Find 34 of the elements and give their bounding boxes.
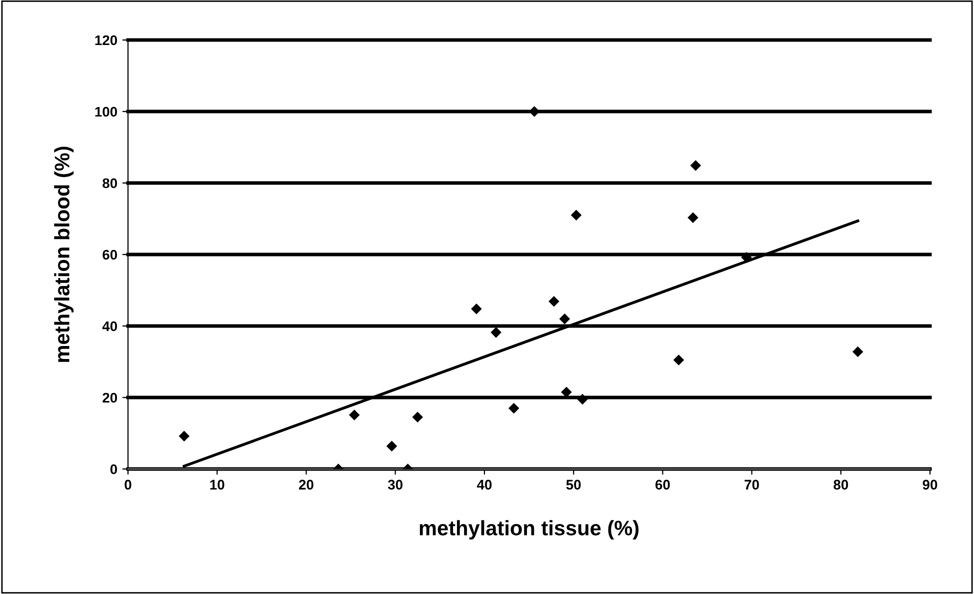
x-tick-label: 10 [210,480,224,490]
x-tick-label: 0 [124,480,132,490]
y-tick-label: 80 [102,178,118,188]
point [386,440,398,452]
y-tick-label: 120 [95,35,118,46]
point [471,303,482,314]
x-tick-label: 50 [566,480,581,490]
point [852,346,864,358]
point [508,402,520,414]
x-tick-label: 40 [476,480,492,490]
x-tick-label: 60 [655,480,670,490]
x-tick-label: 20 [298,480,314,490]
y-tick-label: 60 [102,250,118,260]
y-tick-label: 100 [95,106,118,117]
point [559,313,570,324]
x-axis-title: methylation tissue (%) [420,520,639,540]
point [673,354,684,366]
y-tick-label: 40 [102,321,118,332]
y-tick-label: 0 [110,464,118,474]
x-tick-label: 70 [744,480,759,490]
point [348,410,360,420]
x-tick-label: 30 [388,480,402,490]
point [688,212,698,224]
point [690,160,702,171]
point [570,210,582,221]
point [412,412,423,423]
point [548,296,560,307]
point [178,430,190,442]
point [490,327,502,338]
x-tick-label: 90 [922,480,938,490]
x-tick-label: 80 [834,480,848,490]
y-axis-title: methylation blood (%) [54,146,74,362]
y-tick-label: 20 [102,392,118,403]
point [577,394,588,405]
